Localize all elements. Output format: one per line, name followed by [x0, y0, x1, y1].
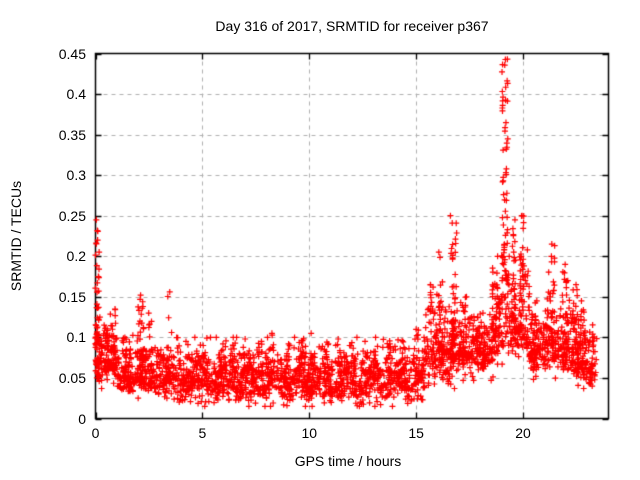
- y-axis-label: SRMTID / TECUs: [8, 180, 24, 292]
- y-tick-label: 0.4: [66, 86, 86, 103]
- y-tick-label: 0.05: [58, 369, 86, 386]
- y-tick-label: 0.3: [66, 167, 86, 184]
- y-tick-label: 0.2: [66, 248, 86, 265]
- x-tick-label: 0: [91, 425, 100, 441]
- x-axis-label: GPS time / hours: [294, 453, 402, 469]
- y-tick-label: 0: [78, 410, 86, 427]
- y-tick-label: 0.1: [66, 329, 86, 346]
- y-tick-label: 0.45: [58, 45, 86, 62]
- x-tick-label: 10: [301, 425, 318, 441]
- chart-title: Day 316 of 2017, SRMTID for receiver p36…: [215, 18, 489, 34]
- x-tick-label: 20: [515, 425, 531, 441]
- y-tick-label: 0.25: [58, 207, 86, 224]
- y-tick-label: 0.15: [58, 288, 86, 305]
- x-tick-label: 5: [198, 425, 207, 441]
- y-tick-label: 0.35: [58, 126, 86, 143]
- x-tick-label: 15: [408, 425, 424, 441]
